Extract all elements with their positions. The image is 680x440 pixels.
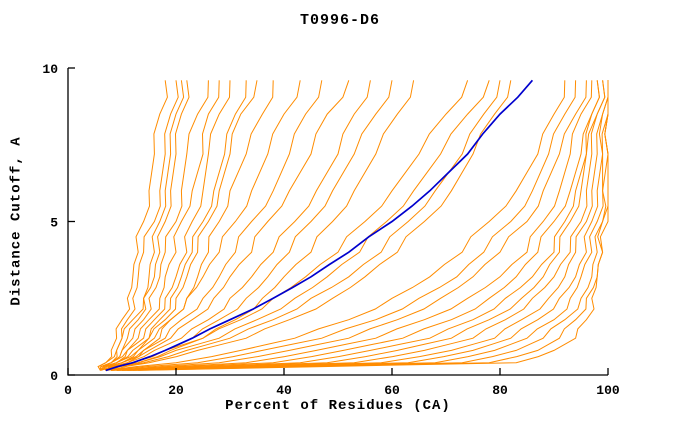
model-curve-31 — [127, 80, 609, 371]
model-curve-11 — [100, 80, 301, 371]
model-curve-25 — [111, 80, 600, 371]
model-curve-24 — [111, 80, 593, 371]
model-curve-3 — [102, 80, 185, 371]
model-curve-17 — [105, 80, 469, 371]
model-curve-7 — [99, 80, 231, 371]
model-curve-14 — [105, 80, 371, 371]
model-curve-28 — [116, 80, 606, 371]
x-tick-label: 20 — [168, 383, 184, 398]
model-curve-19 — [105, 80, 501, 371]
model-curve-9 — [100, 80, 258, 371]
model-curve-33 — [132, 80, 609, 371]
x-tick-label: 0 — [64, 383, 72, 398]
model-curve-4 — [97, 80, 190, 371]
x-tick-label: 60 — [384, 383, 400, 398]
model-curve-2 — [99, 80, 179, 371]
y-tick-label: 5 — [50, 216, 58, 231]
model-curve-21 — [105, 80, 566, 371]
model-curve-22 — [105, 80, 577, 371]
model-curve-32 — [127, 80, 609, 371]
model-curve-12 — [105, 80, 323, 371]
model-curve-16 — [110, 80, 415, 371]
model-curve-5 — [99, 80, 209, 371]
model-curve-23 — [111, 80, 587, 371]
model-curve-34 — [138, 80, 609, 371]
model-curve-18 — [100, 80, 490, 371]
model-curve-27 — [116, 80, 606, 371]
model-curve-13 — [100, 80, 350, 371]
model-curve-29 — [121, 80, 609, 371]
x-tick-label: 80 — [492, 383, 508, 398]
model-curve-20 — [111, 80, 512, 371]
model-curve-26 — [116, 80, 600, 371]
x-tick-label: 40 — [276, 383, 292, 398]
y-tick-label: 0 — [50, 369, 58, 384]
y-tick-label: 10 — [42, 62, 58, 77]
chart-title: T0996-D6 — [299, 12, 380, 29]
y-axis-label: Distance Cutoff, A — [8, 136, 25, 306]
x-tick-label: 100 — [596, 383, 620, 398]
model-curve-1 — [97, 80, 168, 371]
x-axis-label: Percent of Residues (CA) — [225, 398, 451, 414]
highlighted-model-curve — [105, 79, 534, 372]
model-curve-8 — [105, 80, 247, 371]
